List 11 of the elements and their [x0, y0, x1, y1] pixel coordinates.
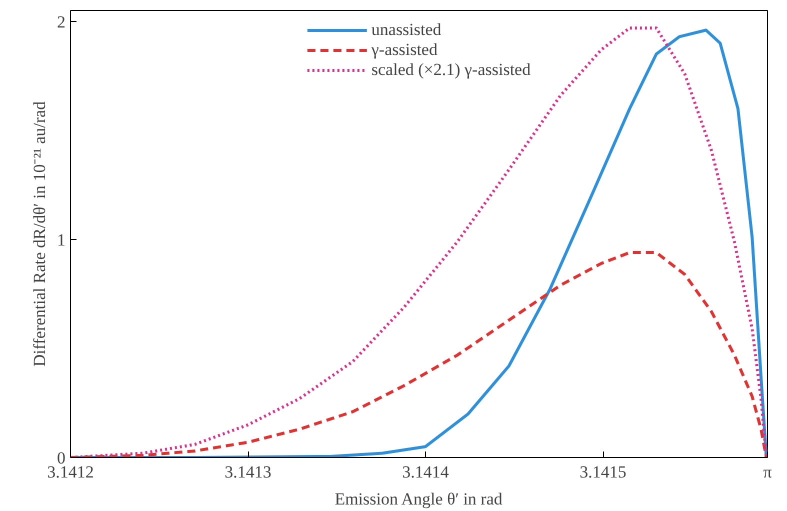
x-tick-label: 3.1415	[580, 462, 626, 482]
x-tick-label: π	[763, 462, 772, 482]
y-tick-label: 1	[57, 230, 66, 250]
legend-label: unassisted	[371, 20, 442, 40]
y-tick-label: 2	[57, 12, 66, 32]
legend-label: γ-assisted	[371, 40, 438, 60]
y-axis-title: Differential Rate dR/dθ′ in 10⁻²¹ au/rad	[30, 100, 49, 367]
legend-label: scaled (×2.1) γ-assisted	[371, 60, 531, 80]
x-tick-label: 3.1413	[224, 462, 272, 482]
x-axis-title: Emission Angle θ′ in rad	[334, 490, 503, 508]
x-tick-label: 3.1414	[402, 462, 450, 482]
